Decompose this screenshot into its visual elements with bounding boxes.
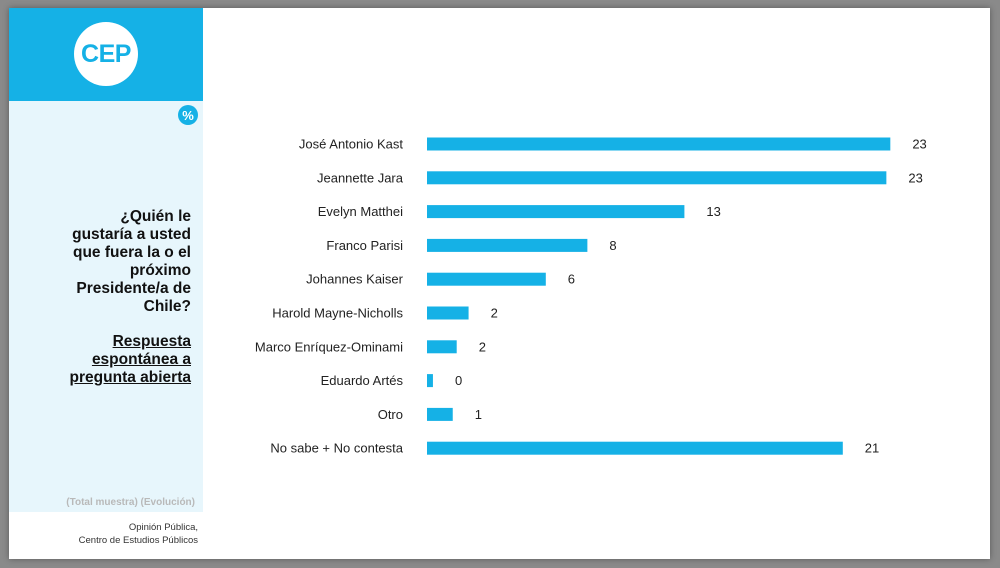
category-label: Evelyn Matthei <box>318 204 403 219</box>
value-label: 13 <box>706 204 720 219</box>
sidebar-panel <box>9 101 203 512</box>
value-label: 1 <box>475 407 482 422</box>
source-line: Opinión Pública, <box>128 522 198 533</box>
bar <box>427 374 433 388</box>
value-label: 23 <box>912 137 926 152</box>
sample-note: (Total muestra) (Evolución) <box>66 497 195 508</box>
answer-type-text: Respuesta espontánea a pregunta abierta <box>29 333 191 387</box>
bar <box>427 306 469 320</box>
answer-type-line: Respuesta <box>112 333 191 350</box>
bar <box>427 238 588 252</box>
value-label: 8 <box>609 238 616 253</box>
question-line: Chile? <box>143 298 191 315</box>
slide: CEP % ¿Quién le gustaría a usted que fue… <box>9 8 990 559</box>
cep-logo: CEP <box>74 22 138 86</box>
bar <box>427 171 887 185</box>
value-label: 23 <box>908 170 922 185</box>
bar <box>427 340 457 354</box>
category-label: Otro <box>378 407 403 422</box>
value-label: 21 <box>865 441 879 456</box>
bar <box>427 407 453 421</box>
bar <box>427 205 685 219</box>
category-label: Franco Parisi <box>326 238 403 253</box>
percent-icon: % <box>178 105 198 125</box>
category-label: Harold Mayne-Nicholls <box>272 306 403 321</box>
answer-type-line: espontánea a <box>91 351 191 368</box>
question-line: ¿Quién le <box>120 208 191 225</box>
question-line: próximo <box>129 262 191 279</box>
value-label: 6 <box>568 272 575 287</box>
question-line: que fuera la o el <box>72 244 191 261</box>
category-label: Eduardo Artés <box>321 373 404 388</box>
question-line: Presidente/a de <box>76 280 191 297</box>
category-label: Jeannette Jara <box>317 170 404 185</box>
source-line: Centro de Estudios Públicos <box>78 535 198 546</box>
question-line: gustaría a usted <box>72 226 191 243</box>
category-label: José Antonio Kast <box>299 137 403 152</box>
answer-type-line: pregunta abierta <box>69 369 191 386</box>
value-label: 2 <box>491 306 498 321</box>
question-text: ¿Quién le gustaría a usted que fuera la … <box>29 208 191 316</box>
bar <box>427 137 891 151</box>
source-credit: Opinión Pública, Centro de Estudios Públ… <box>29 521 198 547</box>
sidebar-header: CEP <box>9 8 203 101</box>
category-label: Johannes Kaiser <box>306 272 404 287</box>
value-label: 0 <box>455 373 462 388</box>
category-label: Marco Enríquez-Ominami <box>255 339 403 354</box>
bar-chart: José Antonio Kast 23 Jeannette Jara 23 Evely… <box>255 137 927 456</box>
bar <box>427 441 843 455</box>
category-label: No sabe + No contesta <box>270 441 403 456</box>
bar <box>427 272 546 286</box>
value-label: 2 <box>479 339 486 354</box>
